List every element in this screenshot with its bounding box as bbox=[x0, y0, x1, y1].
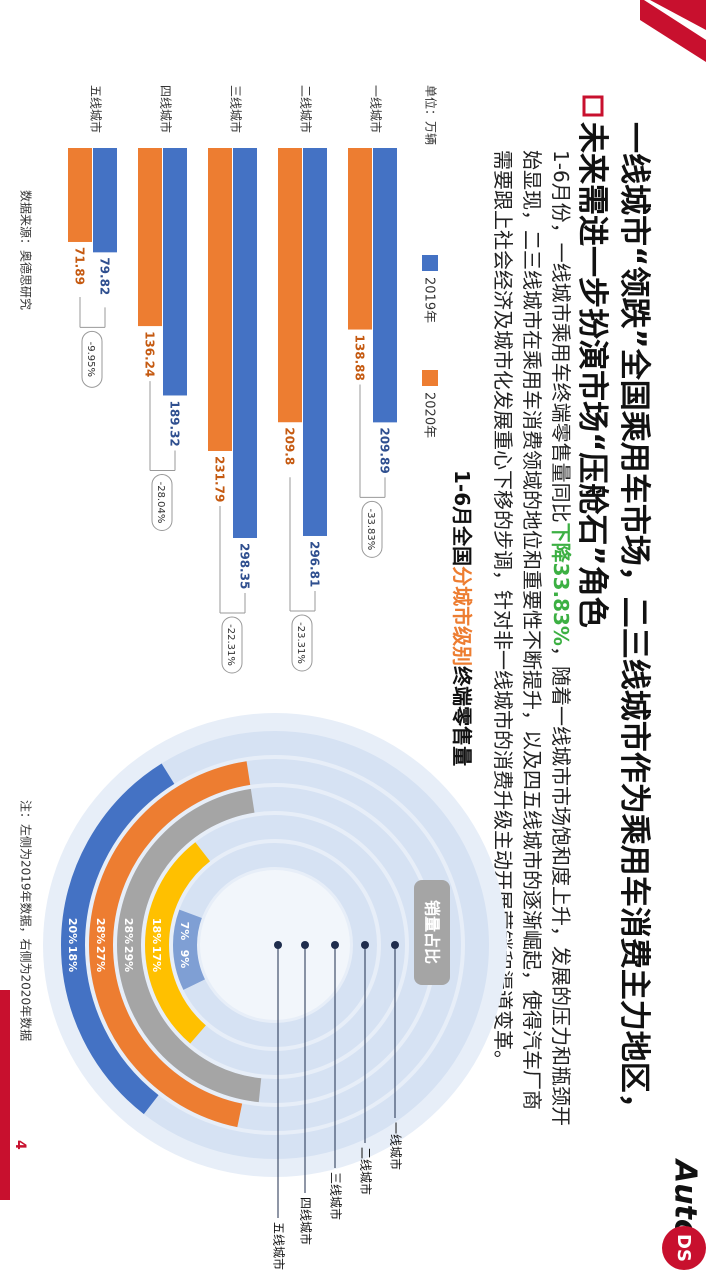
value-label: 296.81 bbox=[308, 541, 322, 587]
share-label: 28% bbox=[122, 918, 135, 944]
ring-arc bbox=[145, 944, 207, 1044]
value-label: 209.89 bbox=[378, 427, 392, 473]
share-label: 20% bbox=[66, 918, 79, 944]
ring-arc bbox=[61, 763, 175, 946]
note: 注：左侧为2019年数据，右侧为2020年数据 bbox=[19, 800, 34, 1041]
legend-swatch bbox=[422, 255, 438, 271]
badge bbox=[414, 880, 450, 985]
share-label: 29% bbox=[122, 946, 135, 972]
value-label: 298.35 bbox=[238, 543, 252, 589]
logo-text: Auto bbox=[668, 1158, 703, 1240]
value-label: 209.8 bbox=[283, 427, 297, 465]
legend-label: 三线城市 bbox=[329, 1172, 344, 1220]
bar bbox=[303, 148, 327, 536]
legend-label: 四线城市 bbox=[299, 1197, 314, 1245]
logo-text: DS bbox=[673, 1234, 694, 1262]
change-badge bbox=[291, 614, 313, 672]
change-badge bbox=[221, 616, 243, 674]
change-label: -22.31% bbox=[225, 624, 236, 666]
bar bbox=[373, 148, 397, 423]
category-label: 二线城市 bbox=[299, 85, 314, 133]
bar bbox=[348, 148, 372, 330]
decor bbox=[650, 0, 706, 30]
bar bbox=[208, 148, 232, 451]
bar bbox=[278, 148, 302, 423]
page-number: 4 bbox=[12, 1140, 28, 1150]
bar bbox=[233, 148, 257, 538]
ring-arc bbox=[89, 944, 243, 1128]
change-label: -28.04% bbox=[155, 482, 166, 524]
value-label: 136.24 bbox=[143, 331, 157, 377]
bar bbox=[93, 148, 117, 253]
change-label: -33.83% bbox=[365, 508, 376, 550]
category-label: 四线城市 bbox=[159, 85, 174, 133]
ring-arc bbox=[117, 944, 262, 1103]
badge-label: 销量占比 bbox=[423, 900, 442, 964]
ring-arc bbox=[173, 909, 202, 946]
category-label: 三线城市 bbox=[229, 85, 244, 133]
share-label: 18% bbox=[66, 946, 79, 972]
bar bbox=[138, 148, 162, 327]
change-badge bbox=[361, 500, 383, 558]
share-label: 28% bbox=[94, 918, 107, 944]
legend-label: 一线城市 bbox=[389, 1122, 404, 1170]
share-label: 27% bbox=[94, 946, 107, 972]
ring-arc bbox=[89, 761, 251, 946]
bar bbox=[163, 148, 187, 396]
share-label: 9% bbox=[178, 950, 191, 969]
ring-arc bbox=[117, 788, 255, 946]
unit-label: 单位：万辆 bbox=[424, 85, 439, 145]
category-label: 一线城市 bbox=[369, 85, 384, 133]
bar bbox=[68, 148, 92, 242]
decor bbox=[0, 990, 10, 1200]
category-label: 五线城市 bbox=[89, 85, 104, 133]
ring-arc bbox=[173, 944, 206, 990]
share-label: 18% bbox=[150, 918, 163, 944]
value-label: 231.79 bbox=[213, 456, 227, 502]
change-label: -23.31% bbox=[295, 622, 306, 664]
ring-arc bbox=[145, 842, 211, 946]
share-label: 7% bbox=[178, 922, 191, 941]
icon bbox=[582, 95, 604, 117]
legend-label: 二线城市 bbox=[359, 1147, 374, 1195]
value-label: 79.82 bbox=[98, 257, 112, 295]
change-badge bbox=[81, 330, 103, 388]
decor bbox=[640, 0, 706, 62]
legend-label: 2020年 bbox=[422, 392, 437, 438]
value-label: 71.89 bbox=[73, 247, 87, 285]
logo-circle bbox=[662, 1226, 706, 1270]
legend-swatch bbox=[422, 370, 438, 386]
value-label: 189.32 bbox=[168, 400, 182, 446]
legend-label: 五线城市 bbox=[272, 1222, 287, 1270]
change-label: -9.95% bbox=[85, 342, 96, 377]
source: 数据来源：奥德思研究 bbox=[19, 190, 34, 310]
ring-arc bbox=[61, 944, 159, 1115]
value-label: 138.88 bbox=[353, 335, 367, 381]
change-badge bbox=[151, 473, 173, 531]
share-label: 17% bbox=[150, 946, 163, 972]
legend-label: 2019年 bbox=[422, 277, 437, 323]
